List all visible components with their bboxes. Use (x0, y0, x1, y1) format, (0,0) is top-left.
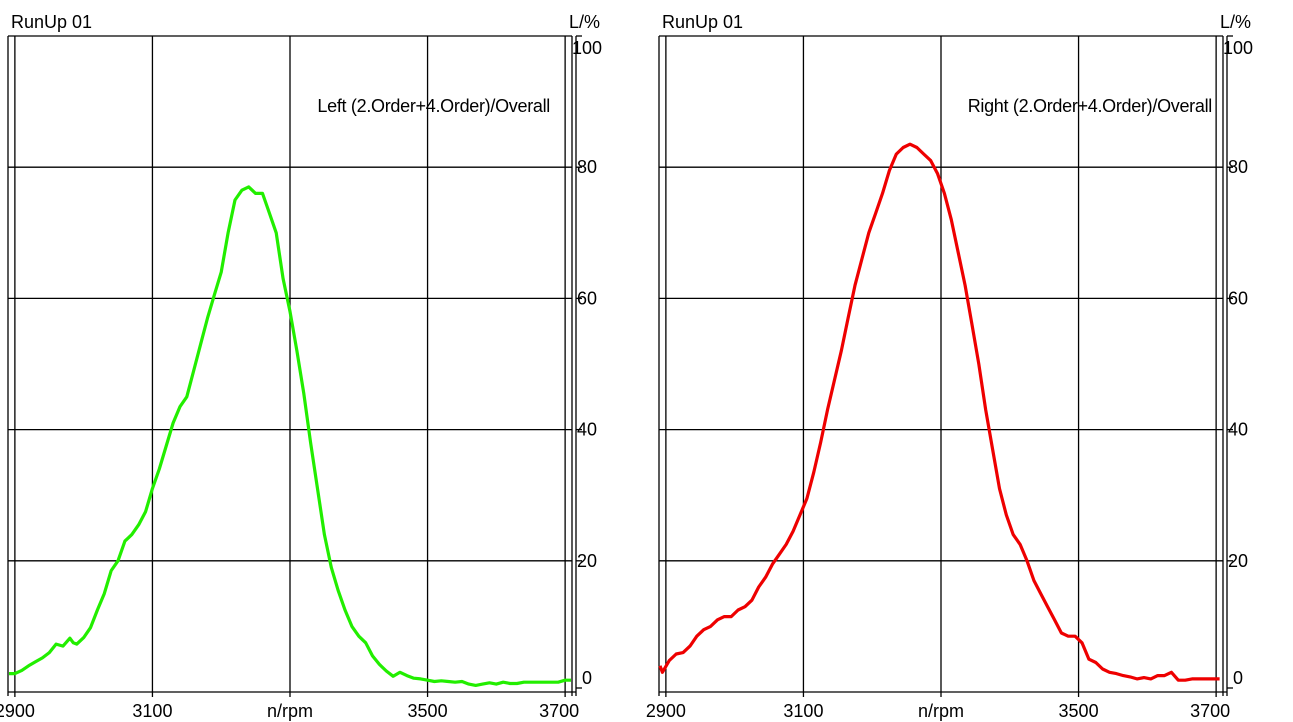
panel2-ytick-label-80: 80 (1228, 157, 1248, 177)
panel2-series-line-0 (658, 142, 1220, 682)
panel1-series-line-0 (9, 185, 571, 688)
panel1-xtick-label-3700: 3700 (539, 701, 579, 721)
panel2-ylabel: L/% (1220, 12, 1251, 32)
panel1-ytick-label-20: 20 (577, 551, 597, 571)
panel1-xtick-label-3100: 3100 (132, 701, 172, 721)
panel2-ytick-label-60: 60 (1228, 288, 1248, 308)
panel2-ytick-label-40: 40 (1228, 420, 1248, 440)
panel2-ytick-label-100: 100 (1223, 38, 1253, 58)
left-edge-marker (0, 358, 7, 380)
panel1-title: RunUp 01 (11, 12, 92, 32)
panel1-xtick-label-3500: 3500 (408, 701, 448, 721)
panel1-ytick-label-0: 0 (582, 668, 592, 688)
panel1-annotation: Left (2.Order+4.Order)/Overall (317, 96, 550, 116)
panel2-ytick-label-20: 20 (1228, 551, 1248, 571)
panel2-xtick-label-3500: 3500 (1059, 701, 1099, 721)
panel2-xtick-label-3700: 3700 (1190, 701, 1230, 721)
panel2-xlabel: n/rpm (918, 701, 964, 721)
panel1-ytick-label-40: 40 (577, 420, 597, 440)
panel2-title: RunUp 01 (662, 12, 743, 32)
panel1-xlabel: n/rpm (267, 701, 313, 721)
panel2-xtick-label-3100: 3100 (783, 701, 823, 721)
panel2-xtick-label-2900: 2900 (646, 701, 686, 721)
panel1-ytick-label-80: 80 (577, 157, 597, 177)
panel1-ytick-label-60: 60 (577, 288, 597, 308)
panel1-xtick-label-2900: 2900 (0, 701, 35, 721)
panel1-ylabel: L/% (569, 12, 600, 32)
panel2-ytick-label-0: 0 (1233, 668, 1243, 688)
panel1-ytick-label-100: 100 (572, 38, 602, 58)
panel2-annotation: Right (2.Order+4.Order)/Overall (968, 96, 1212, 116)
